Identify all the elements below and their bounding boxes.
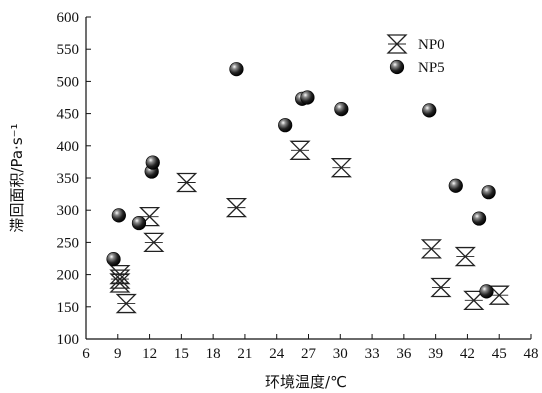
x-tick-label: 45 (492, 346, 507, 362)
data-point-np0 (225, 197, 248, 218)
y-tick-label: 150 (57, 300, 80, 316)
x-tick-label: 9 (114, 346, 122, 362)
data-point-np0 (463, 290, 485, 311)
x-tick-label: 33 (365, 346, 380, 362)
data-point-np0 (420, 239, 442, 259)
data-point-np0 (109, 269, 131, 289)
data-point-np0 (430, 277, 452, 298)
data-point-np0 (330, 158, 352, 178)
data-point-np5 (145, 155, 160, 170)
legend: NP0 NP5 (386, 34, 445, 76)
x-tick-label: 18 (206, 346, 221, 362)
data-point-np0 (115, 293, 137, 314)
data-point-np0 (488, 285, 510, 305)
data-point-np5 (479, 284, 494, 299)
data-point-np0 (289, 140, 311, 160)
data-point-np5 (334, 101, 349, 117)
y-tick-label: 350 (57, 171, 80, 187)
data-point-np0 (176, 172, 198, 193)
data-point-np0 (454, 246, 476, 267)
x-tick-label: 48 (524, 346, 539, 362)
data-point-np5 (111, 208, 126, 223)
legend-cross-icon (386, 34, 408, 54)
legend-marker-np0 (386, 34, 408, 54)
y-tick-label: 200 (57, 268, 80, 284)
x-tick-label: 15 (174, 346, 189, 362)
y-tick-label: 450 (57, 107, 80, 123)
y-tick-label: 550 (57, 42, 80, 58)
legend-sphere-icon (389, 59, 405, 75)
data-point-np0 (143, 232, 165, 253)
x-tick-label: 36 (396, 346, 412, 362)
legend-label-np0: NP0 (418, 37, 445, 53)
x-tick-label: 24 (269, 346, 285, 362)
data-point-np5 (300, 90, 315, 105)
x-tick-label: 12 (142, 346, 157, 362)
x-axis-ticks: 6 9 12 15 18 21 24 27 30 33 36 39 42 45 48 (82, 334, 539, 362)
data-points (106, 62, 510, 314)
x-tick-label: 6 (82, 346, 90, 362)
x-tick-label: 21 (237, 346, 252, 362)
x-tick-label: 39 (428, 346, 443, 362)
x-tick-label: 30 (333, 346, 348, 362)
data-point-np5 (229, 62, 244, 77)
legend-label-np5: NP5 (418, 60, 445, 76)
x-tick-label: 42 (460, 346, 475, 362)
x-tick-label: 27 (301, 346, 317, 362)
data-point-np5 (422, 103, 437, 118)
y-tick-label: 100 (57, 332, 80, 348)
y-tick-label: 400 (57, 139, 80, 155)
y-tick-label: 600 (57, 10, 80, 26)
y-tick-label: 250 (57, 235, 80, 251)
data-point-np0 (109, 273, 131, 293)
data-point-np5 (131, 215, 147, 231)
data-point-np5 (481, 185, 496, 200)
legend-marker-np5 (389, 59, 405, 75)
data-point-np5 (106, 252, 121, 267)
y-tick-label: 500 (57, 74, 80, 90)
data-point-np5 (278, 118, 293, 133)
data-point-np5 (448, 178, 463, 193)
y-axis-title: 滞回面积/Pa·s⁻¹ (8, 123, 26, 232)
data-point-np5 (471, 211, 487, 226)
y-tick-label: 300 (57, 203, 80, 219)
y-axis-ticks: 100 150 200 250 300 350 400 450 500 550 600 (57, 10, 91, 348)
x-axis-title: 环境温度/℃ (265, 373, 347, 391)
